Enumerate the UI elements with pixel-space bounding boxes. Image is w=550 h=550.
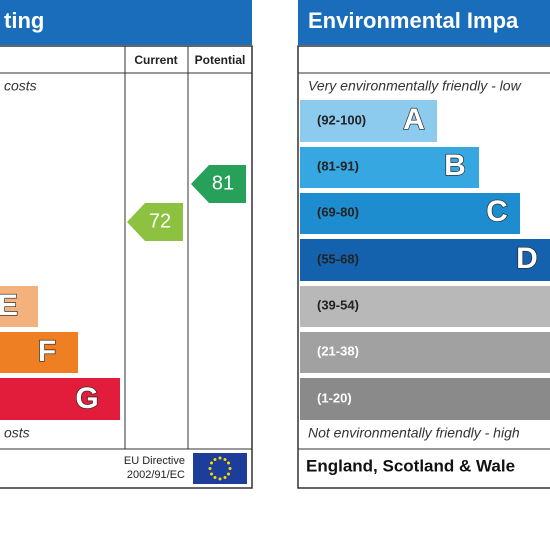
energy-frame [0, 45, 253, 489]
environment-frame [297, 45, 550, 489]
band-letter: A [403, 103, 425, 136]
band-letter: F [38, 335, 56, 368]
environment-panel: Environmental Impa Very environmentally … [297, 0, 550, 489]
region: England, Scotland & Wale [306, 456, 515, 475]
energy-panel: ting Current Potential costs E F G osts … [0, 0, 253, 489]
eu-stars [208, 456, 232, 481]
band-range: (1-20) [317, 390, 352, 405]
top-note: costs [4, 78, 37, 94]
band-bar [300, 378, 550, 420]
current-arrow [127, 203, 183, 241]
band-bar [300, 100, 437, 142]
band-range: (81-91) [317, 158, 359, 173]
band-range: (21-38) [317, 343, 359, 358]
band-range: (92-100) [317, 112, 366, 127]
band-bar [0, 286, 38, 327]
directive-line: EU Directive [124, 455, 185, 467]
band-letter: D [516, 242, 538, 275]
band-bar [300, 239, 550, 281]
band-range: (69-80) [317, 204, 359, 219]
band-bar [300, 332, 550, 373]
band-bar [0, 378, 120, 420]
column-header: Current [134, 53, 177, 67]
band-range: (39-54) [317, 297, 359, 312]
potential-rating: 81 [212, 172, 234, 194]
potential-arrow [191, 165, 246, 203]
band-bar [300, 147, 479, 188]
band-letter: B [444, 149, 466, 182]
environment-title: Environmental Impa [308, 8, 519, 33]
bottom-note: Not environmentally friendly - high [308, 425, 520, 441]
environment-header [298, 0, 550, 45]
band-bar [300, 286, 550, 327]
current-rating: 72 [149, 210, 171, 232]
band-letter: C [486, 195, 508, 228]
column-header: Potential [195, 53, 246, 67]
bottom-note: osts [4, 425, 30, 441]
energy-title: ting [4, 8, 44, 33]
band-bar [300, 193, 520, 234]
directive-line: 2002/91/EC [127, 469, 185, 481]
energy-header [0, 0, 252, 45]
band-letter: E [0, 289, 18, 322]
band-bar [0, 332, 78, 373]
band-range: (55-68) [317, 251, 359, 266]
top-note: Very environmentally friendly - low [308, 78, 522, 94]
band-letter: G [75, 382, 98, 415]
